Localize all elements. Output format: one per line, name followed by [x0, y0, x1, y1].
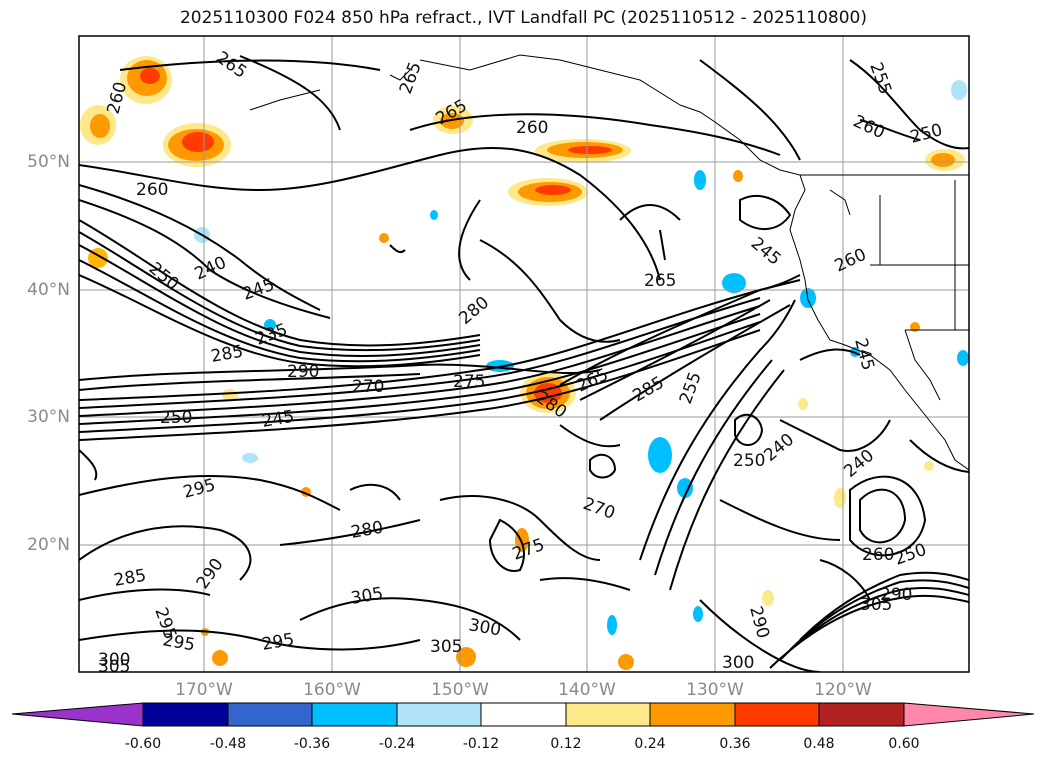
colorbar-bin-4 — [396, 702, 482, 727]
lon-label-160w: 160°W — [303, 680, 361, 700]
colorbar-bin-9 — [818, 702, 905, 727]
contour-label-290-a: 290 — [287, 362, 319, 382]
lon-label-120w: 120°W — [814, 680, 872, 700]
colorbar-extend-high — [903, 702, 1035, 727]
colorbar — [11, 702, 1035, 727]
map-title: 2025110300 F024 850 hPa refract., IVT La… — [179, 8, 867, 28]
lat-label-20n: 20°N — [27, 535, 70, 555]
colorbar-tick: -0.60 — [124, 736, 162, 752]
contour-label-275-a: 275 — [453, 372, 485, 392]
colorbar-bin-6 — [565, 702, 651, 727]
colorbar-bin-7 — [649, 702, 736, 727]
colorbar-tick: -0.36 — [293, 736, 331, 752]
colorbar-bin-2 — [227, 702, 313, 727]
colorbar-extend-low — [11, 702, 144, 727]
lat-label-40n: 40°N — [27, 280, 70, 300]
lon-label-130w: 130°W — [686, 680, 744, 700]
colorbar-tick: -0.48 — [209, 736, 247, 752]
contour-label-305-d: 305 — [860, 595, 892, 615]
contour-label-300-b: 300 — [98, 650, 130, 670]
lon-label-150w: 150°W — [431, 680, 489, 700]
colorbar-bin-8 — [734, 702, 820, 727]
colorbar-tick: 0.48 — [803, 736, 835, 752]
colorbar-tick: 0.36 — [719, 736, 751, 752]
contour-label-260-f: 260 — [862, 545, 894, 565]
colorbar-tick: 0.24 — [634, 736, 666, 752]
lat-label-50n: 50°N — [27, 152, 70, 172]
contour-label-250-d: 250 — [733, 451, 765, 471]
lon-label-170w: 170°W — [175, 680, 233, 700]
colorbar-bin-1 — [142, 702, 229, 727]
contour-label-305-b: 305 — [430, 637, 462, 657]
contour-label-290-c: 290 — [880, 585, 912, 605]
refractivity-contours — [79, 55, 969, 672]
contour-label-260-d: 260 — [136, 180, 168, 200]
contour-label-250-c: 250 — [160, 408, 192, 428]
colorbar-tick: -0.12 — [462, 736, 500, 752]
colorbar-tick: -0.24 — [378, 736, 416, 752]
contour-label-305-c: 305 — [98, 657, 130, 677]
lon-label-140w: 140°W — [558, 680, 616, 700]
contour-label-270-a: 270 — [352, 377, 384, 397]
contour-label-260-b: 260 — [516, 118, 548, 138]
contour-label-265-d: 265 — [644, 271, 676, 291]
colorbar-tick: 0.12 — [550, 736, 582, 752]
colorbar-tick: 0.60 — [888, 736, 920, 752]
plot-frame — [78, 35, 970, 673]
colorbar-bin-5 — [480, 702, 567, 727]
contour-label-300-c: 300 — [722, 653, 754, 673]
colorbar-bin-3 — [311, 702, 398, 727]
lat-label-30n: 30°N — [27, 407, 70, 427]
